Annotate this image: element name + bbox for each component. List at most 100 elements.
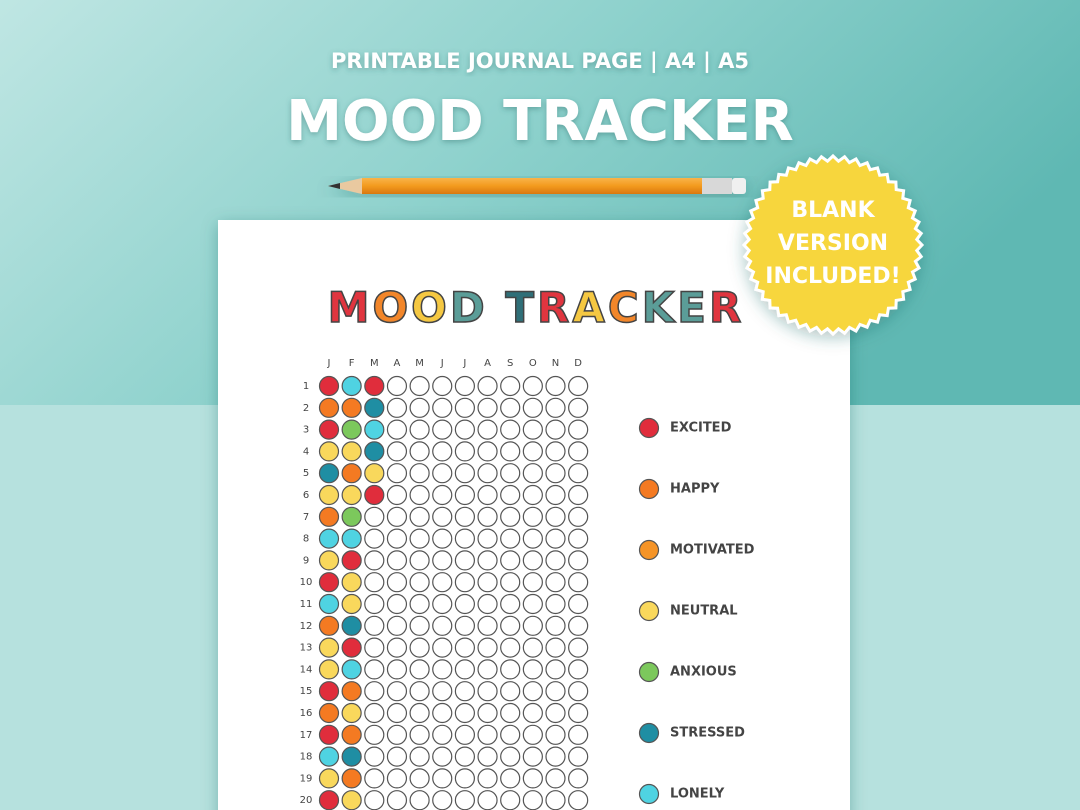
empty-cell (522, 746, 543, 767)
empty-cell (386, 375, 408, 397)
empty-cell (522, 484, 543, 506)
mood-cell (318, 375, 340, 397)
empty-cell (522, 659, 543, 680)
empty-cell (500, 419, 521, 440)
mood-cell (318, 790, 340, 810)
empty-cell (432, 724, 453, 745)
day-label: 6 (303, 490, 309, 501)
mood-cell (341, 506, 362, 527)
empty-cell (568, 637, 589, 658)
subtitle: PRINTABLE JOURNAL PAGE | A4 | A5 (331, 49, 749, 74)
empty-cell (568, 441, 589, 462)
day-label: 4 (303, 446, 309, 457)
day-label: 5 (303, 468, 309, 479)
mood-cell (341, 441, 362, 462)
empty-cell (500, 659, 521, 680)
empty-cell (364, 528, 385, 549)
empty-cell (386, 746, 408, 767)
month-label: N (552, 358, 559, 369)
empty-cell (386, 790, 408, 810)
empty-cell (477, 790, 498, 810)
empty-cell (454, 790, 475, 810)
month-label: O (529, 358, 537, 369)
empty-cell (409, 528, 430, 549)
empty-cell (545, 724, 566, 745)
mood-cell (318, 746, 340, 767)
mood-cell (364, 441, 385, 462)
day-label: 9 (303, 555, 309, 566)
empty-cell (432, 484, 453, 506)
empty-cell (522, 375, 543, 397)
empty-cell (454, 550, 475, 571)
mood-cell (341, 659, 362, 680)
day-label: 16 (300, 708, 313, 719)
month-label: A (484, 358, 491, 369)
empty-cell (409, 484, 430, 506)
empty-cell (477, 724, 498, 745)
empty-cell (409, 724, 430, 745)
legend: EXCITED HAPPY MOTIVATED NEUTRAL ANXIOUS STRES… (638, 417, 755, 805)
empty-cell (545, 528, 566, 549)
mood-cell (341, 593, 362, 615)
legend-swatch (638, 417, 660, 439)
empty-cell (364, 550, 385, 571)
empty-cell (545, 572, 566, 593)
mood-cell (318, 724, 340, 745)
empty-cell (477, 463, 498, 484)
legend-swatch (638, 539, 660, 561)
day-label: 3 (303, 425, 309, 436)
empty-cell (432, 375, 453, 397)
mood-cell (341, 746, 362, 767)
empty-cell (386, 724, 408, 745)
pencil (328, 178, 746, 194)
empty-cell (432, 419, 453, 440)
mood-cell (341, 702, 362, 724)
mood-cell (318, 593, 340, 615)
empty-cell (409, 659, 430, 680)
legend-label: MOTIVATED (670, 543, 755, 558)
mood-cell (318, 637, 340, 658)
day-label: 14 (300, 664, 313, 675)
empty-cell (386, 397, 408, 418)
empty-cell (454, 615, 475, 636)
empty-cell (477, 746, 498, 767)
empty-cell (545, 659, 566, 680)
legend-swatch (638, 478, 660, 500)
empty-cell (522, 768, 543, 789)
empty-cell (454, 528, 475, 549)
empty-cell (500, 724, 521, 745)
legend-swatch (638, 783, 660, 805)
empty-cell (568, 790, 589, 810)
empty-cell (477, 550, 498, 571)
empty-cell (364, 768, 385, 789)
empty-cell (386, 702, 408, 724)
mood-cell (318, 397, 340, 418)
empty-cell (500, 593, 521, 615)
empty-cell (454, 419, 475, 440)
empty-cell (364, 572, 385, 593)
empty-cell (545, 681, 566, 702)
legend-label: LONELY (670, 787, 725, 802)
legend-label: NEUTRAL (670, 604, 738, 619)
day-label: 8 (303, 534, 309, 545)
empty-cell (522, 528, 543, 549)
empty-cell (522, 506, 543, 527)
mood-cell (341, 484, 362, 506)
empty-cell (454, 681, 475, 702)
empty-cell (500, 484, 521, 506)
empty-cell (454, 724, 475, 745)
title-letter: T (505, 283, 537, 332)
empty-cell (386, 637, 408, 658)
empty-cell (545, 484, 566, 506)
empty-cell (409, 375, 430, 397)
month-label: A (394, 358, 401, 369)
empty-cell (386, 441, 408, 462)
mood-cell (318, 615, 340, 636)
day-label: 11 (300, 599, 313, 610)
empty-cell (522, 419, 543, 440)
mood-cell (341, 724, 362, 745)
empty-cell (454, 441, 475, 462)
empty-cell (432, 550, 453, 571)
badge-line: INCLUDED! (765, 264, 900, 289)
